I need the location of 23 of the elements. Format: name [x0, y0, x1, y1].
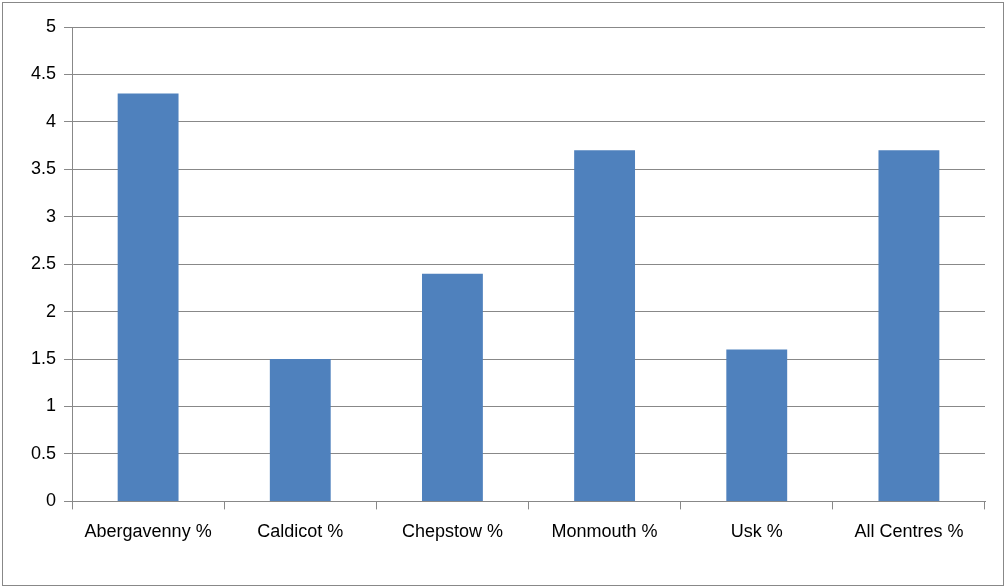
y-tick-label: 0.5 [30, 442, 57, 463]
y-tick-label: 0 [46, 490, 57, 511]
y-tick-label: 1.5 [30, 348, 57, 369]
x-tick-label: Chepstow % [401, 521, 503, 542]
bar [422, 273, 483, 501]
y-tick-label: 3.5 [30, 158, 57, 179]
bar [117, 93, 179, 501]
y-tick-label: 2.5 [30, 253, 57, 274]
y-tick-label: 1 [46, 395, 57, 416]
x-tick-label: Monmouth % [551, 521, 658, 542]
y-tick-label: 3 [46, 205, 57, 226]
bar [878, 150, 940, 501]
y-tick-label: 2 [46, 300, 57, 321]
y-tick-label: 4 [46, 110, 57, 131]
x-tick-label: All Centres % [854, 521, 964, 542]
bar [726, 349, 788, 501]
bar [574, 150, 636, 501]
x-tick-label: Usk % [730, 521, 783, 542]
x-tick-label: Caldicot % [257, 521, 344, 542]
y-tick-label: 4.5 [30, 63, 57, 84]
y-tick-label: 5 [46, 15, 57, 36]
x-tick-label: Abergavenny % [84, 521, 212, 542]
bar [269, 359, 331, 501]
